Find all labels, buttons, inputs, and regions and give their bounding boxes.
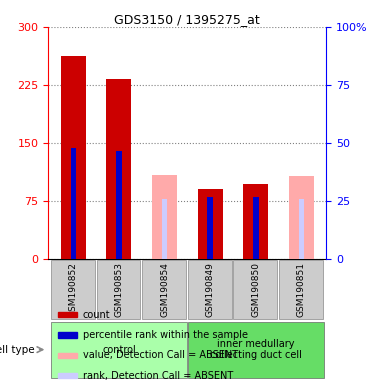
Bar — [299, 199, 304, 259]
Text: GSM190851: GSM190851 — [297, 262, 306, 317]
Bar — [253, 197, 259, 259]
Text: GSM190850: GSM190850 — [251, 262, 260, 317]
Text: GSM190854: GSM190854 — [160, 262, 169, 317]
Text: rank, Detection Call = ABSENT: rank, Detection Call = ABSENT — [83, 371, 233, 381]
FancyBboxPatch shape — [142, 260, 186, 319]
Bar — [243, 184, 268, 259]
Text: percentile rank within the sample: percentile rank within the sample — [83, 330, 248, 340]
Text: GSM190852: GSM190852 — [69, 262, 78, 317]
FancyBboxPatch shape — [51, 321, 187, 378]
Text: GSM190849: GSM190849 — [206, 262, 215, 317]
Text: inner medullary
collecting duct cell: inner medullary collecting duct cell — [210, 339, 302, 361]
Text: control: control — [102, 344, 136, 355]
Bar — [152, 175, 177, 259]
Bar — [58, 353, 76, 358]
Bar — [61, 56, 86, 259]
FancyBboxPatch shape — [188, 260, 232, 319]
Bar — [207, 197, 213, 259]
Text: GSM190853: GSM190853 — [114, 262, 124, 317]
FancyBboxPatch shape — [51, 260, 95, 319]
Text: cell type: cell type — [0, 344, 35, 355]
Bar — [162, 199, 167, 259]
Bar — [116, 151, 122, 259]
Bar — [58, 312, 76, 317]
FancyBboxPatch shape — [279, 260, 323, 319]
Title: GDS3150 / 1395275_at: GDS3150 / 1395275_at — [115, 13, 260, 26]
FancyBboxPatch shape — [96, 260, 140, 319]
Bar — [106, 79, 131, 259]
Bar — [289, 176, 314, 259]
Bar — [58, 333, 76, 338]
Text: value, Detection Call = ABSENT: value, Detection Call = ABSENT — [83, 350, 238, 360]
Bar — [198, 189, 223, 259]
Bar — [70, 148, 76, 259]
Bar — [58, 373, 76, 378]
FancyBboxPatch shape — [188, 321, 324, 378]
Text: count: count — [83, 310, 111, 320]
FancyBboxPatch shape — [233, 260, 277, 319]
